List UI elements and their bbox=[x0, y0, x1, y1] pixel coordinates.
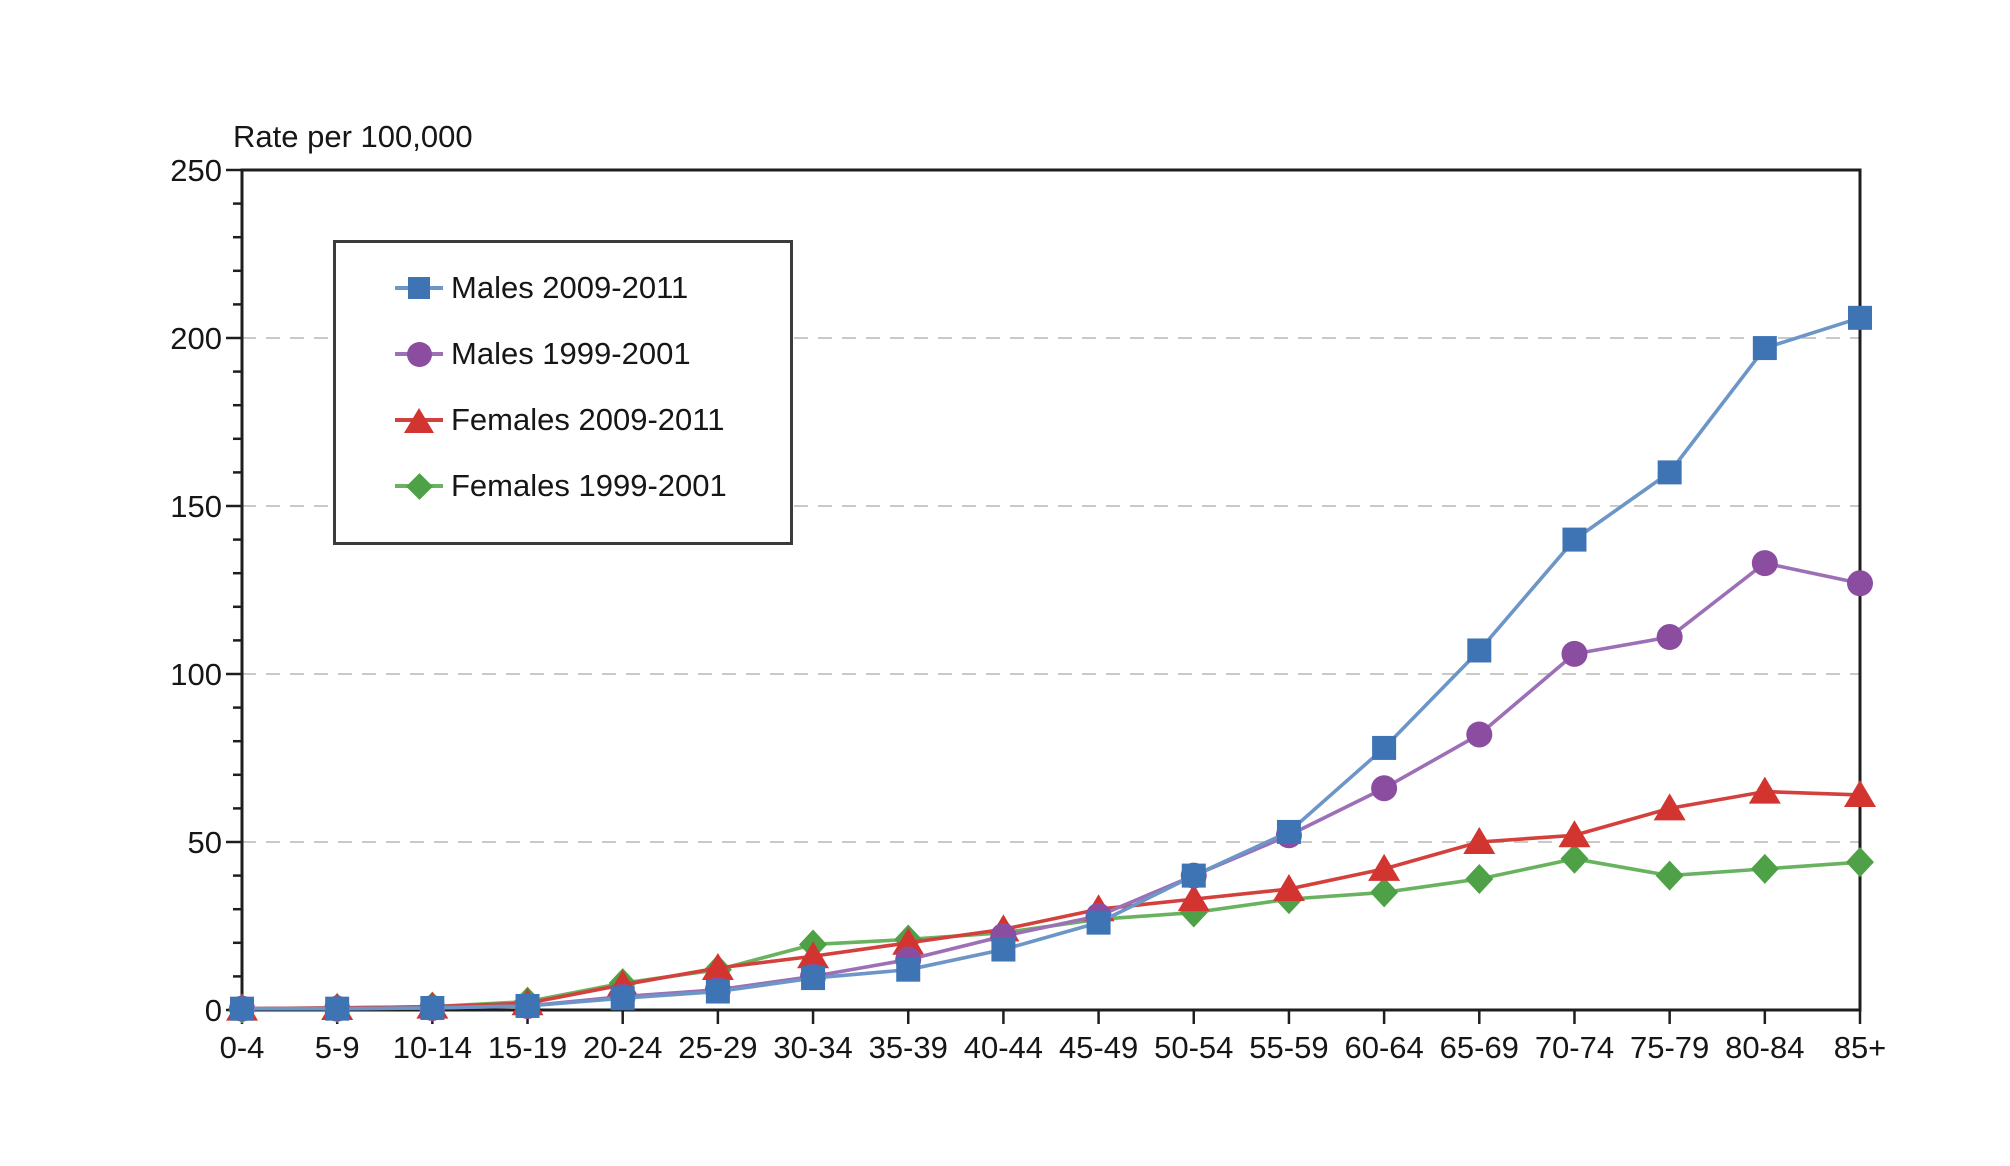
y-axis-tick-label: 150 bbox=[170, 489, 222, 524]
legend-item-males-2009-2011: Males 2009-2011 bbox=[395, 255, 790, 321]
data-point-circle-males-1999-2001 bbox=[1466, 721, 1493, 748]
series-line-males-2009-2011 bbox=[242, 316, 1861, 1011]
x-axis-tick-label: 45-49 bbox=[1059, 1030, 1138, 1065]
data-point-square-males-2009-2011 bbox=[705, 979, 730, 1004]
data-point-circle-males-1999-2001 bbox=[1847, 570, 1873, 597]
data-point-triangle-females-2009-2011 bbox=[701, 953, 734, 980]
x-axis-tick-label: 85+ bbox=[1834, 1030, 1887, 1065]
legend-label: Females 1999-2001 bbox=[451, 468, 727, 503]
x-axis-tick-label: 60-64 bbox=[1344, 1030, 1423, 1065]
triangle-marker-icon bbox=[404, 408, 434, 433]
square-marker-icon bbox=[408, 277, 430, 299]
x-axis-tick-label: 15-19 bbox=[488, 1030, 567, 1065]
x-axis-tick-label: 0-4 bbox=[220, 1030, 265, 1065]
data-point-square-males-2009-2011 bbox=[801, 966, 826, 991]
legend-label: Females 2009-2011 bbox=[451, 402, 725, 437]
legend-label: Males 1999-2001 bbox=[451, 336, 691, 371]
data-point-triangle-females-2009-2011 bbox=[892, 927, 925, 955]
data-point-square-males-2009-2011 bbox=[515, 993, 540, 1018]
legend-marker-circle-icon bbox=[395, 339, 443, 369]
data-point-square-males-2009-2011 bbox=[610, 986, 635, 1011]
circle-marker-icon bbox=[406, 341, 432, 367]
data-point-square-males-2009-2011 bbox=[1657, 460, 1682, 485]
y-axis-tick-label: 0 bbox=[205, 993, 222, 1028]
x-axis-tick-label: 55-59 bbox=[1249, 1030, 1328, 1065]
x-axis-tick-label: 35-39 bbox=[869, 1030, 948, 1065]
legend-marker-diamond-icon bbox=[395, 471, 443, 501]
data-point-triangle-females-2009-2011 bbox=[1463, 827, 1496, 854]
legend-marker-triangle-icon bbox=[395, 405, 443, 435]
data-point-square-males-2009-2011 bbox=[420, 995, 445, 1020]
y-axis-tick-label: 200 bbox=[170, 321, 222, 356]
data-point-square-males-2009-2011 bbox=[1562, 527, 1587, 552]
legend-marker-square-icon bbox=[395, 273, 443, 303]
data-point-square-males-2009-2011 bbox=[230, 996, 254, 1021]
data-point-triangle-females-2009-2011 bbox=[1177, 884, 1210, 912]
series-line-females-2009-2011 bbox=[241, 789, 1861, 1011]
x-axis-tick-label: 10-14 bbox=[393, 1030, 472, 1065]
x-axis-tick-label: 80-84 bbox=[1725, 1030, 1804, 1065]
data-point-circle-males-1999-2001 bbox=[1751, 550, 1778, 577]
data-point-diamond-females-1999-2001 bbox=[1370, 877, 1399, 908]
data-point-square-males-2009-2011 bbox=[1181, 863, 1206, 888]
data-point-square-males-2009-2011 bbox=[1848, 305, 1872, 330]
chart-title: Rate per 100,000 bbox=[233, 119, 473, 154]
x-axis-tick-label: 30-34 bbox=[773, 1030, 852, 1065]
data-point-triangle-females-2009-2011 bbox=[1653, 793, 1686, 821]
legend-label: Males 2009-2011 bbox=[451, 270, 689, 305]
x-axis-tick-label: 40-44 bbox=[964, 1030, 1043, 1065]
data-point-square-males-2009-2011 bbox=[896, 957, 921, 982]
data-point-circle-males-1999-2001 bbox=[1656, 624, 1683, 651]
data-point-square-males-2009-2011 bbox=[1372, 735, 1397, 760]
x-axis-tick-label: 5-9 bbox=[315, 1030, 360, 1065]
x-axis-tick-label: 25-29 bbox=[678, 1030, 757, 1065]
x-axis-tick-label: 50-54 bbox=[1154, 1030, 1233, 1065]
legend-item-females-1999-2001: Females 1999-2001 bbox=[395, 453, 790, 519]
data-point-triangle-females-2009-2011 bbox=[1844, 779, 1876, 807]
diamond-marker-icon bbox=[405, 472, 433, 500]
data-point-triangle-females-2009-2011 bbox=[1272, 874, 1305, 902]
data-point-triangle-females-2009-2011 bbox=[1558, 820, 1591, 848]
data-point-diamond-females-1999-2001 bbox=[1750, 853, 1779, 884]
x-axis-tick-label: 75-79 bbox=[1630, 1030, 1709, 1065]
data-point-square-males-2009-2011 bbox=[1086, 910, 1111, 935]
legend-item-males-1999-2001: Males 1999-2001 bbox=[395, 321, 790, 387]
data-point-triangle-females-2009-2011 bbox=[797, 941, 830, 969]
data-point-circle-males-1999-2001 bbox=[1371, 775, 1398, 802]
y-axis-tick-label: 50 bbox=[188, 825, 222, 860]
x-axis-tick-label: 65-69 bbox=[1440, 1030, 1519, 1065]
series-line-males-1999-2001 bbox=[242, 561, 1861, 1011]
data-point-square-males-2009-2011 bbox=[1752, 336, 1777, 361]
y-axis-tick-label: 250 bbox=[170, 153, 222, 188]
data-point-diamond-females-1999-2001 bbox=[1560, 843, 1589, 874]
data-point-diamond-females-1999-2001 bbox=[1846, 847, 1874, 878]
data-point-square-males-2009-2011 bbox=[1276, 819, 1301, 844]
data-point-square-males-2009-2011 bbox=[991, 937, 1016, 962]
chart-legend: Males 2009-2011 Males 1999-2001 Females … bbox=[333, 240, 793, 545]
data-point-square-males-2009-2011 bbox=[1467, 638, 1492, 663]
data-point-circle-males-1999-2001 bbox=[1561, 640, 1588, 667]
data-point-diamond-females-1999-2001 bbox=[1655, 860, 1684, 891]
data-point-diamond-females-1999-2001 bbox=[1465, 863, 1494, 894]
data-point-square-males-2009-2011 bbox=[325, 996, 350, 1021]
series-line-females-1999-2001 bbox=[241, 856, 1861, 1011]
legend-item-females-2009-2011: Females 2009-2011 bbox=[395, 387, 790, 453]
x-axis-tick-label: 70-74 bbox=[1535, 1030, 1614, 1065]
x-axis-tick-label: 20-24 bbox=[583, 1030, 662, 1065]
data-point-triangle-females-2009-2011 bbox=[1368, 853, 1401, 881]
data-point-triangle-females-2009-2011 bbox=[1748, 776, 1781, 804]
y-axis-tick-label: 100 bbox=[170, 657, 222, 692]
